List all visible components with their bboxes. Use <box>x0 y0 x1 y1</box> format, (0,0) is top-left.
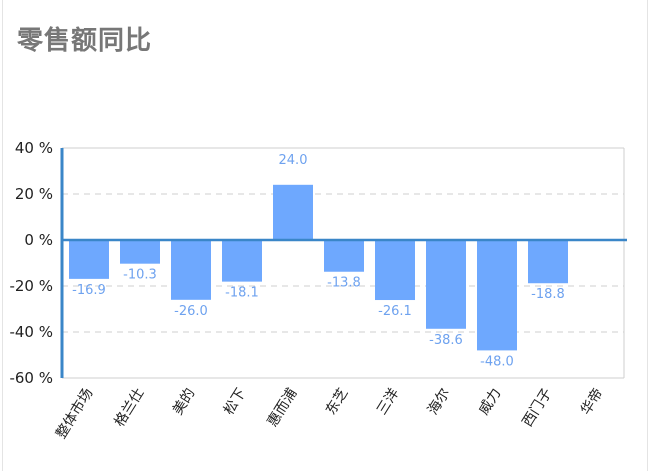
bar <box>477 240 517 351</box>
bar <box>375 240 415 301</box>
y-tick-label: 20 % <box>15 185 53 203</box>
bar <box>273 184 313 240</box>
y-tick-label: 40 % <box>15 139 53 157</box>
x-tick-label: 整体市场 <box>52 385 96 441</box>
y-tick-label: -60 % <box>9 369 53 387</box>
data-label: -10.3 <box>123 268 157 283</box>
bar <box>324 240 364 272</box>
data-label: -18.1 <box>225 286 259 301</box>
bar <box>222 240 262 282</box>
gridlines <box>62 147 625 379</box>
bar-chart: 40 % 20 % 0 % -20 % -40 % -60 % 整体市场 格兰仕 美的 松下 惠而… <box>9 139 627 442</box>
x-tick-label: 海尔 <box>425 386 453 418</box>
x-tick-label: 惠而浦 <box>265 386 301 430</box>
y-tick-label: 0 % <box>24 231 53 249</box>
x-tick-label: 西门子 <box>520 386 556 430</box>
data-label: -13.8 <box>327 276 361 291</box>
data-label: 24.0 <box>279 153 308 168</box>
data-label: -48.0 <box>480 354 514 369</box>
x-tick-label: 格兰仕 <box>112 386 148 430</box>
data-label: -18.8 <box>531 287 565 302</box>
data-label: -26.1 <box>378 304 412 319</box>
x-tick-label: 美的 <box>170 386 198 418</box>
y-tick-label: -20 % <box>9 277 53 295</box>
x-tick-label: 东芝 <box>323 386 351 418</box>
y-tick-label: -40 % <box>9 323 53 341</box>
data-label: -26.0 <box>174 304 208 319</box>
axes <box>60 148 627 378</box>
data-label: -16.9 <box>72 283 106 298</box>
data-label: -38.6 <box>429 333 463 348</box>
x-tick-label: 三洋 <box>374 386 402 418</box>
x-tick-label: 威力 <box>476 386 504 418</box>
bar <box>426 240 466 329</box>
x-tick-label: 松下 <box>221 386 249 418</box>
bar <box>69 240 109 279</box>
data-labels: -16.9 -10.3 -26.0 -18.1 24.0 -13.8 -26.1 -38.6 -… <box>72 153 565 370</box>
x-tick-labels: 整体市场 格兰仕 美的 松下 惠而浦 东芝 三洋 海尔 威力 西门子 华帝 <box>52 385 606 441</box>
chart-title: 零售额同比 <box>17 26 153 56</box>
y-tick-labels: 40 % 20 % 0 % -20 % -40 % -60 % <box>9 139 53 387</box>
bar <box>528 240 568 284</box>
bars <box>69 184 568 351</box>
bar <box>120 240 160 264</box>
bar <box>171 240 211 300</box>
x-tick-label: 华帝 <box>578 386 606 418</box>
